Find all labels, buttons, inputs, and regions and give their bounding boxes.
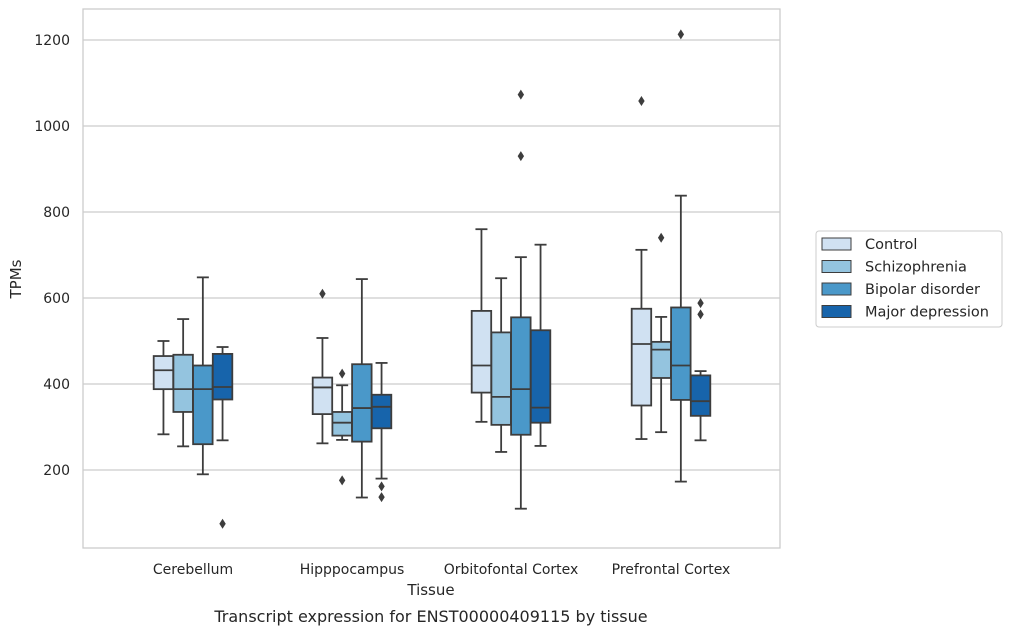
outlier-point [657, 232, 665, 243]
box-body [630, 307, 653, 407]
chart-caption: Transcript expression for ENST0000040911… [213, 607, 647, 626]
legend-swatch [821, 282, 852, 296]
legend-label: Control [865, 237, 917, 253]
x-tick-label: Hipppocampus [300, 562, 405, 578]
outlier-point [677, 29, 685, 40]
box-bipolar-disorder [510, 89, 532, 510]
box-body [351, 363, 373, 443]
box-body [152, 355, 175, 391]
box-body [529, 329, 552, 424]
y-axis-label: TPMs [7, 259, 25, 299]
x-tick-labels: Cerebellum Hipppocampus Orbitofontal Corte… [153, 562, 730, 578]
box-control [630, 96, 653, 440]
box-major-depression [211, 346, 234, 529]
plot-frame [82, 8, 781, 549]
outlier-point [638, 96, 645, 107]
y-tick-labels: 200 400 600 800 1000 1200 [34, 33, 70, 479]
box-body [490, 331, 512, 426]
y-tick-label: 800 [43, 205, 70, 221]
legend-swatch [821, 260, 852, 273]
outlier-point [338, 368, 346, 379]
y-tick-label: 200 [43, 463, 70, 479]
box-body [650, 340, 672, 379]
outlier-point [517, 89, 525, 100]
box-plots [152, 29, 712, 529]
box-schizophrenia [650, 232, 672, 434]
outlier-point [697, 309, 704, 320]
outlier-point [697, 298, 704, 309]
y-tick-label: 1000 [34, 119, 70, 135]
box-schizophrenia [172, 318, 194, 448]
x-axis-label: Tissue [406, 581, 454, 599]
y-tick-label: 1200 [34, 33, 70, 49]
box-body [311, 376, 334, 415]
outlier-point [378, 492, 385, 503]
outlier-point [219, 518, 226, 529]
box-body [211, 352, 234, 401]
box-control [311, 288, 334, 445]
box-schizophrenia [490, 277, 512, 453]
box-body [470, 309, 493, 394]
box-major-depression [529, 243, 552, 447]
box-body [670, 306, 692, 401]
box-body [370, 393, 393, 430]
box-bipolar-disorder [670, 29, 692, 483]
x-tick-label: Prefrontal Cortex [612, 562, 731, 578]
y-tick-label: 600 [43, 291, 70, 307]
box-bipolar-disorder [192, 276, 214, 476]
outlier-point [338, 475, 346, 486]
legend-label: Major depression [865, 305, 989, 321]
box-body [331, 411, 353, 437]
box-major-depression [370, 362, 393, 503]
box-control [152, 340, 175, 436]
box-body [689, 374, 712, 417]
box-schizophrenia [331, 368, 353, 486]
box-bipolar-disorder [351, 278, 373, 499]
outlier-point [378, 481, 385, 492]
box-body [192, 364, 214, 446]
legend-swatch [821, 305, 852, 318]
legend: Control Schizophrenia Bipolar disorder Majo… [815, 230, 1003, 328]
box-body [172, 353, 194, 413]
outlier-point [319, 288, 326, 299]
box-control [470, 228, 493, 423]
legend-swatch [821, 237, 852, 251]
legend-frame [815, 230, 1003, 328]
box-major-depression [689, 298, 712, 442]
x-tick-label: Cerebellum [153, 562, 233, 578]
outlier-point [517, 151, 525, 162]
legend-label: Bipolar disorder [865, 282, 980, 298]
box-body [510, 316, 532, 436]
y-tick-label: 400 [43, 377, 70, 393]
x-tick-label: Orbitofontal Cortex [444, 562, 579, 578]
legend-label: Schizophrenia [865, 260, 967, 276]
